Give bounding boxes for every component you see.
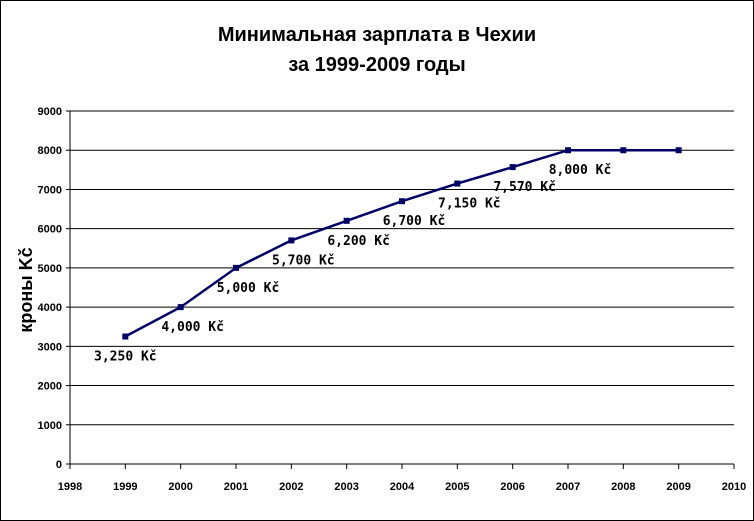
x-tick-label-1999: 1999	[113, 481, 137, 493]
data-label-2002: 5,700 Kč	[272, 253, 335, 268]
data-point-2001	[233, 264, 239, 271]
x-tick-label-2001: 2001	[224, 481, 248, 493]
data-point-2007	[565, 147, 571, 154]
y-tick-label-3000: 3000	[38, 341, 62, 353]
chart-title-line-1: Минимальная зарплата в Чехии	[217, 24, 537, 46]
x-tick-label-2004: 2004	[390, 481, 415, 493]
x-tick-labels: 1998 1999 2000 2001 2002 2003 2004 2005 2006 2007…	[58, 481, 746, 493]
data-label-2007: 8,000 Kč	[549, 163, 612, 178]
data-label-2006: 7,570 Kč	[493, 180, 556, 195]
y-tick-labels: 0 1000 2000 3000 4000 5000 6000 7000 8000 9000	[38, 106, 62, 471]
data-point-2004	[399, 198, 405, 205]
y-tick-label-4000: 4000	[38, 302, 62, 314]
data-label-2001: 5,000 Kč	[217, 281, 280, 296]
x-tick-label-2000: 2000	[168, 481, 192, 493]
x-tick-label-2002: 2002	[279, 481, 303, 493]
data-labels: 3,250 Kč 4,000 Kč 5,000 Kč 5,700 Kč 6,200 Kč…	[94, 163, 611, 364]
y-tick-label-2000: 2000	[38, 381, 62, 393]
data-series	[122, 147, 682, 340]
x-tick-label-2003: 2003	[334, 481, 358, 493]
data-point-2003	[343, 217, 350, 224]
data-label-2004: 6,700 Kč	[383, 214, 446, 229]
y-tick-label-9000: 9000	[38, 106, 62, 118]
data-point-2005	[454, 180, 461, 187]
data-point-2000	[177, 304, 184, 311]
data-label-2005: 7,150 Kč	[438, 197, 501, 212]
y-tick-label-0: 0	[56, 459, 62, 471]
axes	[66, 110, 735, 469]
chart-title-line-2: за 1999-2009 годы	[288, 54, 466, 76]
data-label-2000: 4,000 Kč	[161, 320, 224, 335]
chart-title: Минимальная зарплата в Чехии за 1999-200…	[0, 20, 754, 80]
data-label-1999: 3,250 Kč	[94, 350, 157, 365]
x-tick-label-2009: 2009	[666, 481, 690, 493]
data-point-2006	[509, 164, 516, 171]
data-point-2009	[675, 147, 682, 154]
x-tick-label-2006: 2006	[500, 481, 524, 493]
y-tick-label-5000: 5000	[38, 263, 62, 275]
y-tick-label-8000: 8000	[38, 145, 62, 157]
grid-lines	[70, 110, 734, 426]
data-point-2002	[288, 237, 295, 244]
data-label-2003: 6,200 Kč	[327, 234, 390, 249]
y-tick-label-7000: 7000	[38, 184, 62, 196]
x-tick-label-1998: 1998	[58, 481, 82, 493]
data-point-1999	[122, 333, 129, 340]
x-tick-label-2007: 2007	[556, 481, 580, 493]
y-tick-label-1000: 1000	[38, 420, 62, 432]
y-axis-label: кроны Kč	[16, 247, 36, 332]
x-tick-label-2008: 2008	[611, 481, 635, 493]
x-tick-label-2010: 2010	[722, 481, 746, 493]
data-point-2008	[620, 147, 627, 154]
x-tick-label-2005: 2005	[445, 481, 469, 493]
y-tick-label-6000: 6000	[38, 224, 62, 236]
